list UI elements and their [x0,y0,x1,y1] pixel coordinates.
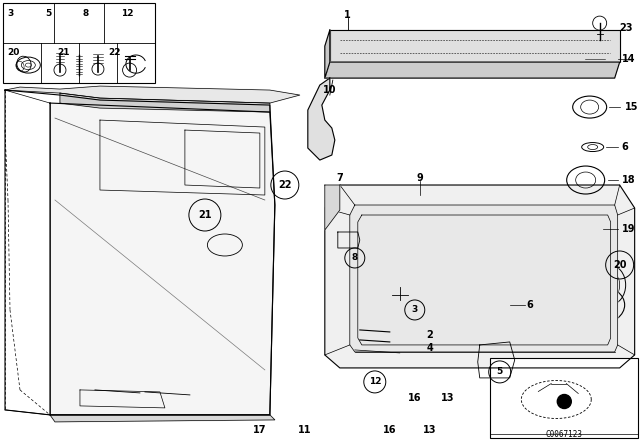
Text: 5: 5 [497,367,503,376]
Text: 18: 18 [621,175,636,185]
Polygon shape [325,30,330,78]
Text: 2: 2 [426,330,433,340]
Text: 21: 21 [58,48,70,57]
Bar [490,358,637,438]
Text: 3: 3 [7,9,13,18]
Text: 7: 7 [337,173,343,183]
Text: C0067123: C0067123 [545,430,582,439]
Polygon shape [325,185,635,368]
Polygon shape [308,78,335,160]
Text: 8: 8 [83,9,89,18]
Polygon shape [325,185,340,230]
Polygon shape [330,30,620,62]
Text: 15: 15 [625,102,638,112]
Polygon shape [5,86,300,103]
Text: 16: 16 [408,393,422,403]
Text: 19: 19 [621,224,635,234]
Text: 6: 6 [621,142,628,152]
Text: 10: 10 [323,85,337,95]
Text: 20: 20 [7,48,19,57]
Polygon shape [350,205,618,352]
Text: 22: 22 [278,180,292,190]
Text: 3: 3 [412,306,418,314]
Bar [3,3,155,83]
Polygon shape [325,62,620,78]
Text: 17: 17 [253,425,267,435]
Text: 14: 14 [621,54,635,64]
Text: 20: 20 [613,260,627,270]
Text: 13: 13 [441,393,454,403]
Text: 22: 22 [108,48,121,57]
Polygon shape [50,103,275,415]
Text: 23: 23 [620,23,633,33]
Text: 11: 11 [298,425,312,435]
Polygon shape [60,93,270,112]
Text: 13: 13 [423,425,436,435]
Text: 8: 8 [352,254,358,263]
Text: 12: 12 [121,9,133,18]
Polygon shape [50,415,275,422]
Text: 9: 9 [417,173,423,183]
Text: 6: 6 [526,300,533,310]
Circle shape [557,395,572,409]
Text: 5: 5 [45,9,51,18]
Text: 4: 4 [426,343,433,353]
Text: 12: 12 [369,377,381,387]
Text: 16: 16 [383,425,397,435]
Text: 1: 1 [344,10,351,20]
Text: 21: 21 [198,210,212,220]
